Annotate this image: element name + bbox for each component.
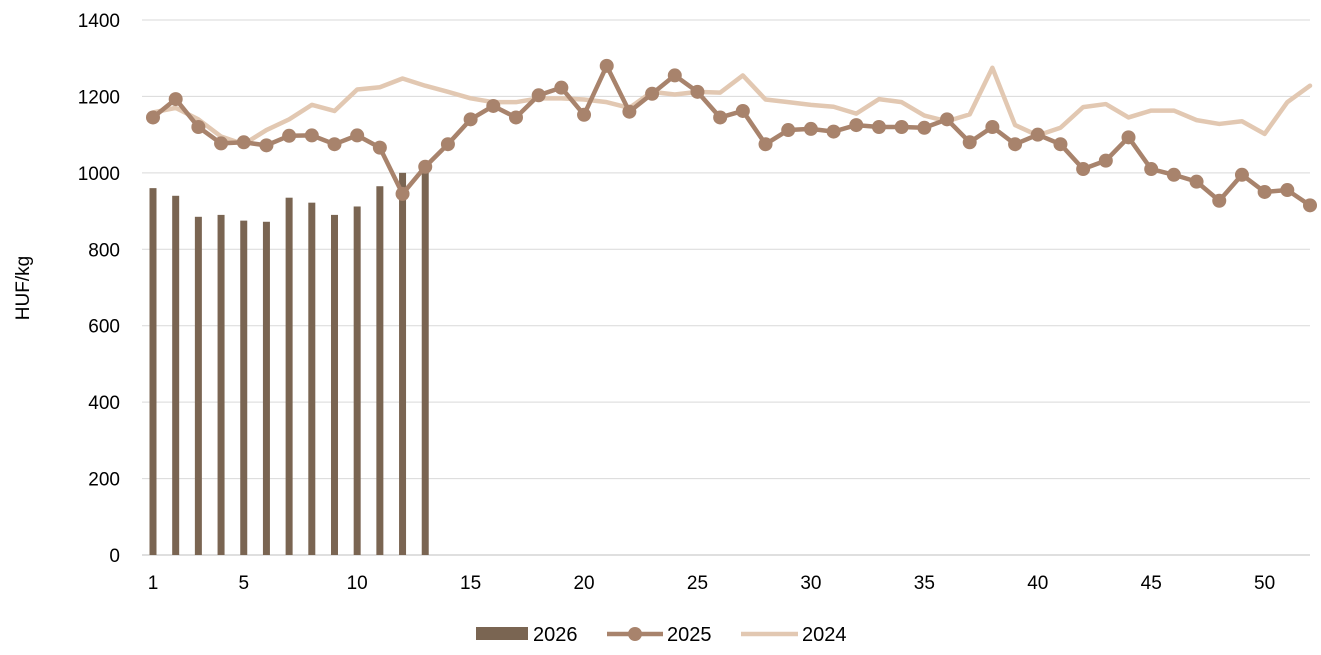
x-tick-label: 5 bbox=[238, 573, 249, 594]
point-2025 bbox=[282, 128, 297, 143]
point-2025 bbox=[894, 120, 909, 134]
point-2025 bbox=[1212, 193, 1227, 208]
bar-2026 bbox=[399, 172, 407, 555]
legend-swatch-2026 bbox=[476, 627, 528, 640]
y-tick-label: 800 bbox=[88, 240, 120, 261]
point-2025 bbox=[940, 112, 955, 127]
point-2025 bbox=[214, 136, 229, 151]
y-tick-label: 1200 bbox=[78, 87, 120, 108]
x-tick-label: 15 bbox=[460, 573, 481, 594]
legend-marker-2025 bbox=[628, 627, 642, 641]
point-2025 bbox=[1280, 183, 1295, 198]
point-2025 bbox=[372, 140, 387, 155]
bar-2026 bbox=[194, 216, 202, 555]
point-2025 bbox=[1189, 174, 1204, 189]
point-2025 bbox=[146, 110, 160, 125]
legend: 2026 2025 2024 bbox=[476, 624, 847, 646]
point-2025 bbox=[690, 84, 705, 99]
x-tick-label: 1 bbox=[148, 573, 159, 594]
point-2025 bbox=[418, 159, 433, 174]
point-2025 bbox=[667, 68, 682, 83]
point-2025 bbox=[1053, 137, 1068, 152]
point-2025 bbox=[259, 138, 274, 153]
bar-2026 bbox=[149, 188, 157, 555]
point-2025 bbox=[554, 80, 569, 95]
point-2025 bbox=[463, 112, 478, 127]
point-2025 bbox=[781, 123, 796, 138]
point-2025 bbox=[849, 118, 864, 133]
legend-label-2024: 2024 bbox=[802, 624, 847, 646]
point-2025 bbox=[1166, 167, 1181, 182]
point-2025 bbox=[531, 88, 546, 103]
point-2025 bbox=[962, 135, 977, 150]
x-tick-label: 10 bbox=[347, 573, 368, 594]
x-tick-label: 50 bbox=[1254, 573, 1275, 594]
point-2025 bbox=[985, 120, 1000, 134]
y-axis-label: HUF/kg bbox=[13, 256, 34, 320]
bar-2026 bbox=[240, 220, 248, 555]
point-2025 bbox=[1144, 162, 1159, 177]
point-2025 bbox=[1121, 130, 1136, 145]
point-2025 bbox=[350, 128, 365, 143]
point-2025 bbox=[803, 121, 818, 136]
bars-2026 bbox=[149, 169, 429, 556]
point-2025 bbox=[440, 137, 455, 152]
point-2025 bbox=[599, 58, 614, 73]
series-line-2025 bbox=[150, 63, 1313, 208]
x-tick-label: 30 bbox=[800, 573, 821, 594]
point-2025 bbox=[1076, 162, 1091, 177]
legend-label-2025: 2025 bbox=[667, 624, 712, 646]
bar-2026 bbox=[308, 202, 316, 555]
y-tick-label: 600 bbox=[88, 317, 120, 338]
bar-2026 bbox=[262, 221, 270, 555]
point-2025 bbox=[917, 120, 932, 135]
point-2025 bbox=[304, 128, 319, 143]
point-2025 bbox=[1030, 127, 1045, 142]
legend-label-2026: 2026 bbox=[533, 624, 578, 646]
point-2025 bbox=[1303, 198, 1317, 213]
x-tick-label: 20 bbox=[573, 573, 594, 594]
y-tick-label: 0 bbox=[109, 546, 120, 567]
y-tick-label: 200 bbox=[88, 470, 120, 491]
point-2025 bbox=[713, 110, 728, 125]
point-2025 bbox=[622, 104, 637, 119]
x-tick-label: 35 bbox=[914, 573, 935, 594]
point-2025 bbox=[1008, 137, 1023, 152]
x-tick-label: 25 bbox=[687, 573, 708, 594]
x-tick-label: 40 bbox=[1027, 573, 1048, 594]
series-lines bbox=[146, 58, 1317, 213]
bar-2026 bbox=[421, 169, 429, 556]
x-tick-label: 45 bbox=[1141, 573, 1162, 594]
point-2025 bbox=[508, 110, 523, 125]
point-2025 bbox=[735, 103, 750, 118]
bar-2026 bbox=[353, 206, 361, 555]
point-2025 bbox=[1257, 184, 1272, 199]
bar-2026 bbox=[217, 214, 225, 555]
bar-2026 bbox=[376, 186, 384, 555]
point-2025 bbox=[191, 120, 206, 134]
bar-2026 bbox=[172, 195, 180, 556]
point-2025 bbox=[236, 135, 251, 150]
point-2025 bbox=[645, 86, 660, 101]
point-2025 bbox=[871, 120, 886, 134]
series-line-2024 bbox=[150, 65, 1313, 147]
y-tick-label: 1400 bbox=[78, 11, 120, 32]
point-2025 bbox=[395, 186, 410, 201]
point-2025 bbox=[1234, 167, 1249, 182]
point-2025 bbox=[168, 92, 183, 107]
point-2025 bbox=[486, 98, 501, 113]
y-tick-label: 1000 bbox=[78, 164, 120, 185]
point-2025 bbox=[758, 137, 773, 152]
bar-2026 bbox=[285, 197, 293, 556]
y-tick-label: 400 bbox=[88, 393, 120, 414]
gridlines bbox=[142, 19, 1310, 556]
point-2025 bbox=[577, 107, 592, 122]
point-2025 bbox=[826, 124, 841, 139]
point-2025 bbox=[327, 137, 342, 152]
bar-2026 bbox=[330, 214, 338, 555]
point-2025 bbox=[1098, 153, 1113, 168]
